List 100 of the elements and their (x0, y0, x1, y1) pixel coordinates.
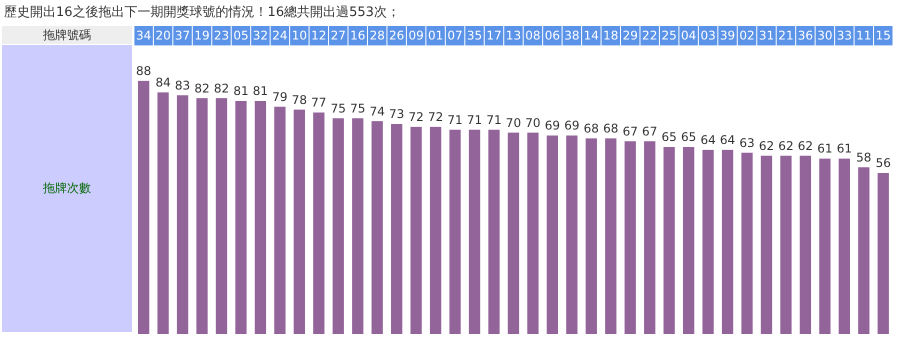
x-tick-label: 19 (194, 28, 210, 42)
data-label: 71 (447, 112, 463, 127)
bar (410, 126, 422, 334)
bar (274, 106, 286, 334)
x-tick-label: 31 (758, 28, 774, 42)
bar (332, 118, 344, 334)
data-label: 72 (408, 110, 424, 124)
x-tick-label: 32 (252, 28, 268, 42)
data-label: 82 (194, 81, 210, 96)
x-tick-label: 34 (136, 28, 152, 42)
bar (546, 136, 558, 334)
x-tick-label: 26 (389, 28, 404, 42)
data-label: 69 (544, 118, 560, 133)
data-label: 70 (525, 116, 541, 130)
bar (722, 150, 734, 334)
x-tick-label: 29 (622, 28, 638, 42)
x-tick-label: 07 (447, 28, 463, 42)
x-tick-label: 38 (564, 28, 580, 42)
x-tick-label: 33 (836, 28, 852, 42)
x-tick-label: 12 (311, 28, 326, 42)
x-tick-label: 39 (720, 28, 736, 42)
x-tick-label: 24 (272, 28, 288, 42)
data-label: 56 (876, 156, 891, 170)
x-tick-label: 37 (174, 28, 190, 42)
bar (586, 138, 597, 334)
x-tick-label: 15 (876, 28, 891, 42)
data-label: 83 (174, 78, 190, 92)
bar (138, 80, 150, 334)
data-label: 68 (584, 122, 599, 136)
bar (682, 147, 694, 334)
data-label: 62 (798, 138, 814, 153)
chart-title: 歷史開出16之後拖出下一期開獎球號的情況！16總共開出過553次； (4, 4, 400, 21)
bar (157, 92, 169, 334)
bar (508, 132, 520, 334)
bar (527, 132, 539, 334)
data-label: 75 (330, 101, 346, 116)
x-tick-label: 01 (428, 28, 444, 42)
data-label: 72 (428, 110, 444, 124)
x-tick-label: 09 (408, 28, 424, 42)
x-tick-label: 18 (603, 28, 618, 42)
data-label: 71 (466, 112, 482, 127)
bar (800, 156, 812, 334)
bar (488, 130, 500, 334)
x-tick-label: 21 (778, 28, 794, 42)
data-label: 71 (486, 112, 502, 127)
data-label: 62 (778, 138, 794, 153)
x-tick-label: 22 (642, 28, 658, 42)
x-tick-label: 17 (486, 28, 502, 42)
data-label: 73 (389, 107, 404, 122)
bar (878, 172, 889, 334)
bar (819, 158, 831, 334)
x-tick-label: 02 (739, 28, 755, 42)
data-label: 79 (272, 90, 288, 104)
bar (391, 124, 402, 334)
data-label: 84 (155, 76, 171, 90)
data-label: 75 (350, 101, 366, 116)
bar (838, 158, 850, 334)
x-tick-label: 25 (662, 28, 677, 42)
data-label: 81 (252, 84, 268, 98)
data-label: 64 (700, 133, 716, 148)
bar (605, 138, 616, 334)
bar (176, 95, 188, 334)
x-tick-label: 13 (506, 28, 522, 42)
bar (644, 141, 656, 334)
bar (235, 101, 247, 334)
x-tick-label: 27 (330, 28, 346, 42)
bar (702, 150, 714, 334)
data-label: 65 (680, 130, 696, 144)
data-label: 61 (836, 142, 852, 156)
bar (254, 101, 266, 334)
bar (858, 167, 870, 334)
bar (352, 118, 364, 334)
data-label: 62 (758, 138, 774, 153)
data-label: 70 (506, 116, 522, 130)
bar (468, 130, 480, 334)
bar (372, 121, 383, 334)
x-tick-label: 04 (680, 28, 696, 42)
data-label: 58 (856, 150, 872, 164)
bar (741, 152, 753, 334)
data-label: 81 (233, 84, 249, 98)
data-label: 64 (720, 133, 736, 148)
data-label: 69 (564, 118, 580, 133)
x-tick-label: 20 (155, 28, 171, 42)
x-tick-label: 36 (798, 28, 814, 42)
x-tick-label: 23 (214, 28, 230, 42)
bar (780, 156, 792, 334)
x-tick-label: 28 (370, 28, 385, 42)
bar (624, 141, 636, 334)
bar (760, 156, 772, 334)
bar (196, 98, 208, 334)
x-tick-label: 35 (466, 28, 482, 42)
x-tick-label: 16 (350, 28, 366, 42)
x-axis-title: 拖牌號碼 (2, 26, 132, 44)
x-tick-label: 10 (292, 28, 307, 42)
x-tick-label: 30 (817, 28, 833, 42)
bar (216, 98, 228, 334)
bar (313, 112, 324, 334)
data-label: 82 (214, 81, 230, 96)
x-tick-label: 06 (544, 28, 560, 42)
data-label: 77 (311, 96, 326, 110)
